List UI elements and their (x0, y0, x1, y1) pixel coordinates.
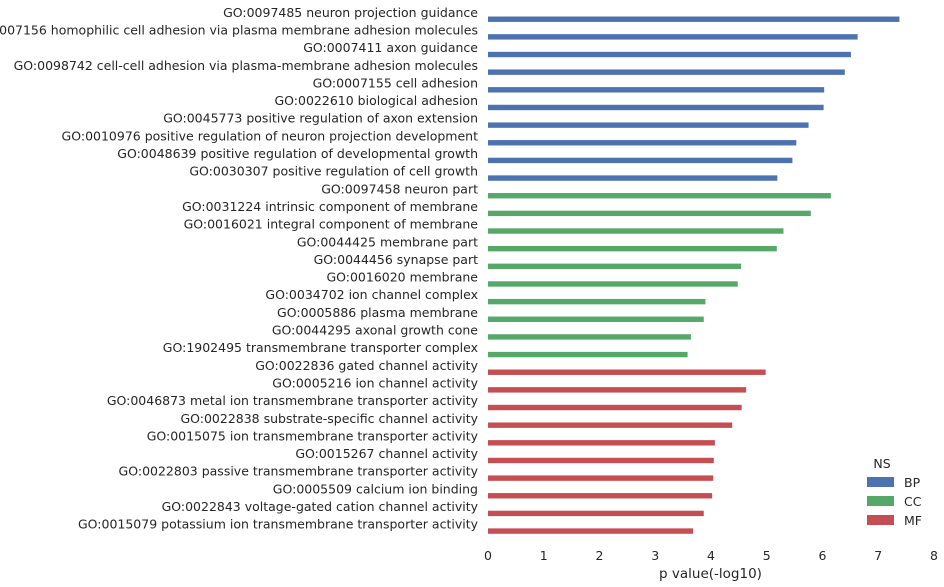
bar-bp (488, 69, 845, 75)
category-label: GO:0030307 positive regulation of cell g… (189, 164, 478, 179)
category-label: GO:0010976 positive regulation of neuron… (62, 128, 479, 143)
category-label: GO:0022836 gated channel activity (255, 358, 478, 373)
category-label: GO:0048639 positive regulation of develo… (117, 146, 478, 161)
bar-mf (488, 440, 715, 446)
bar-mf (488, 493, 713, 499)
legend-swatch-cc (867, 496, 894, 506)
category-label: GO:0098742 cell-cell adhesion via plasma… (14, 58, 478, 73)
bar-cc (488, 245, 777, 252)
bar-mf (488, 457, 714, 464)
bar-bp (488, 34, 858, 40)
x-tick-label: 2 (596, 548, 604, 563)
bars-layer (488, 16, 900, 534)
x-tick-label: 5 (763, 548, 771, 563)
category-label: GO:0022803 passive transmembrane transpo… (119, 464, 479, 479)
bar-cc (488, 263, 742, 270)
legend-label: CC (904, 494, 922, 509)
category-label: GO:0016020 membrane (326, 270, 478, 285)
category-label: GO:0007155 cell adhesion (313, 75, 478, 90)
category-label: GO:0044456 synapse part (314, 252, 478, 267)
bar-bp (488, 16, 900, 22)
category-label: GO:0007156 homophilic cell adhesion via … (0, 22, 478, 37)
category-label: GO:0005509 calcium ion binding (273, 481, 478, 496)
bar-mf (488, 422, 733, 428)
bar-cc (488, 351, 688, 358)
category-label: GO:0007411 axon guidance (303, 40, 478, 55)
category-label: GO:0022843 voltage-gated cation channel … (162, 499, 479, 514)
x-axis-title: p value(-log10) (659, 566, 762, 582)
bar-bp (488, 122, 809, 128)
x-axis: 0 1 2 3 4 5 6 7 8 (484, 548, 938, 563)
bar-mf (488, 387, 747, 393)
x-tick-label: 4 (707, 548, 715, 563)
category-label: GO:0044295 axonal growth cone (272, 323, 478, 338)
legend-swatch-bp (867, 477, 894, 487)
category-labels: GO:0097485 neuron projection guidance GO:… (0, 5, 479, 532)
bar-mf (488, 510, 704, 517)
bar-cc (488, 210, 811, 217)
category-label: GO:0097485 neuron projection guidance (223, 5, 478, 20)
bar-bp (488, 157, 793, 164)
bar-cc (488, 298, 706, 305)
legend-label: MF (904, 513, 922, 528)
category-label: GO:0097458 neuron part (321, 181, 478, 196)
x-tick-label: 6 (819, 548, 827, 563)
legend: NS BP CC MF (867, 456, 922, 528)
bar-bp (488, 175, 778, 181)
legend-items: BP CC MF (867, 475, 922, 528)
x-tick-label: 0 (484, 548, 492, 563)
category-label: GO:0022838 substrate-specific channel ac… (180, 411, 478, 426)
category-label: GO:0034702 ion channel complex (265, 287, 478, 302)
legend-title: NS (873, 456, 890, 471)
bar-cc (488, 281, 738, 287)
category-label: GO:0005886 plasma membrane (277, 305, 478, 320)
bar-mf (488, 475, 714, 481)
bar-bp (488, 104, 824, 111)
bar-bp (488, 51, 851, 58)
category-label: GO:0016021 integral component of membran… (184, 217, 479, 232)
bar-cc (488, 334, 691, 340)
bar-cc (488, 316, 704, 322)
category-label: GO:0015267 channel activity (295, 446, 478, 461)
category-label: GO:0044425 membrane part (297, 234, 478, 249)
category-label: GO:0015079 potassium ion transmembrane t… (78, 517, 479, 532)
bar-cc (488, 228, 784, 234)
bar-cc (488, 193, 831, 199)
x-tick-label: 7 (874, 548, 882, 563)
category-label: GO:1902495 transmembrane transporter com… (163, 340, 478, 355)
bar-mf (488, 404, 742, 411)
x-tick-label: 3 (651, 548, 659, 563)
bar-mf (488, 369, 766, 375)
category-label: GO:0046873 metal ion transmembrane trans… (107, 393, 479, 408)
category-label: GO:0031224 intrinsic component of membra… (182, 199, 478, 214)
category-label: GO:0022610 biological adhesion (275, 93, 479, 108)
bar-bp (488, 87, 825, 93)
bar-bp (488, 140, 797, 146)
category-label: GO:0005216 ion channel activity (272, 375, 478, 390)
bar-mf (488, 528, 694, 534)
legend-label: BP (904, 475, 921, 490)
category-label: GO:0045773 positive regulation of axon e… (163, 111, 478, 126)
x-tick-label: 1 (540, 548, 548, 563)
x-tick-label: 8 (930, 548, 938, 563)
legend-swatch-mf (867, 515, 894, 525)
category-label: GO:0015075 ion transmembrane transporter… (147, 428, 479, 443)
